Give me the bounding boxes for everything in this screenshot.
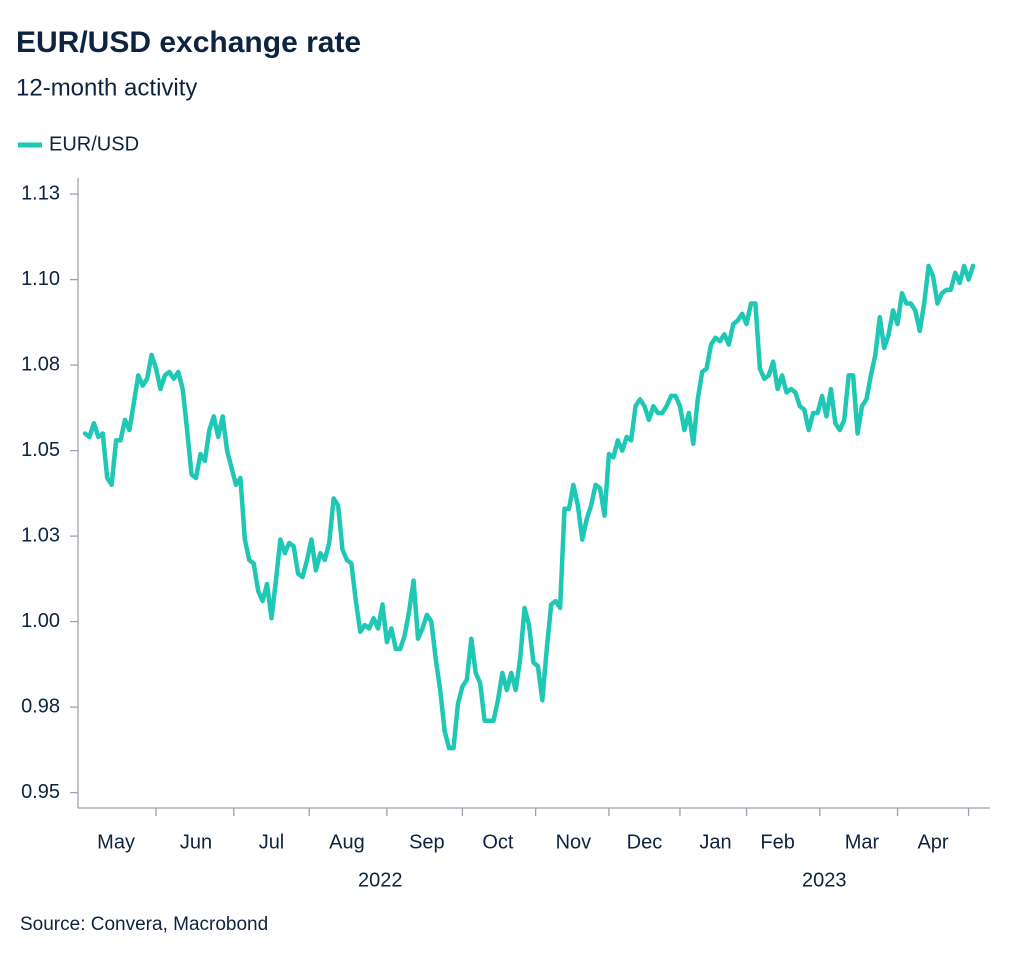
y-tick-label: 1.10 [21, 268, 60, 290]
y-tick-label: 1.00 [21, 610, 60, 632]
chart-subtitle: 12-month activity [16, 74, 197, 101]
x-tick-label: Oct [482, 831, 514, 853]
x-tick-label: Apr [917, 831, 948, 853]
x-tick-label: Aug [329, 831, 365, 853]
series-line [82, 263, 976, 751]
y-tick-label: 0.95 [21, 781, 60, 803]
y-tick-label: 0.98 [21, 695, 60, 717]
source: Source: Convera, Macrobond [20, 914, 268, 935]
y-tick-label: 1.13 [21, 182, 60, 204]
x-tick-label: Jul [259, 831, 285, 853]
x-tick-label: Mar [845, 831, 880, 853]
chart-title: EUR/USD exchange rate [16, 26, 361, 59]
x-tick-label: May [97, 831, 135, 853]
x-tick-label: Jun [180, 831, 212, 853]
y-tick-label: 1.08 [21, 353, 60, 375]
year-label: 2022 [358, 869, 403, 891]
x-tick-label: Dec [627, 831, 663, 853]
year-label: 2023 [802, 869, 847, 891]
x-tick-label: Sep [409, 831, 445, 853]
y-tick-label: 1.03 [21, 524, 60, 546]
legend-label: EUR/USD [49, 133, 139, 155]
x-tick-label: Feb [760, 831, 794, 853]
y-tick-label: 1.05 [21, 439, 60, 461]
x-tick-label: Jan [699, 831, 731, 853]
x-tick-label: Nov [556, 831, 592, 853]
